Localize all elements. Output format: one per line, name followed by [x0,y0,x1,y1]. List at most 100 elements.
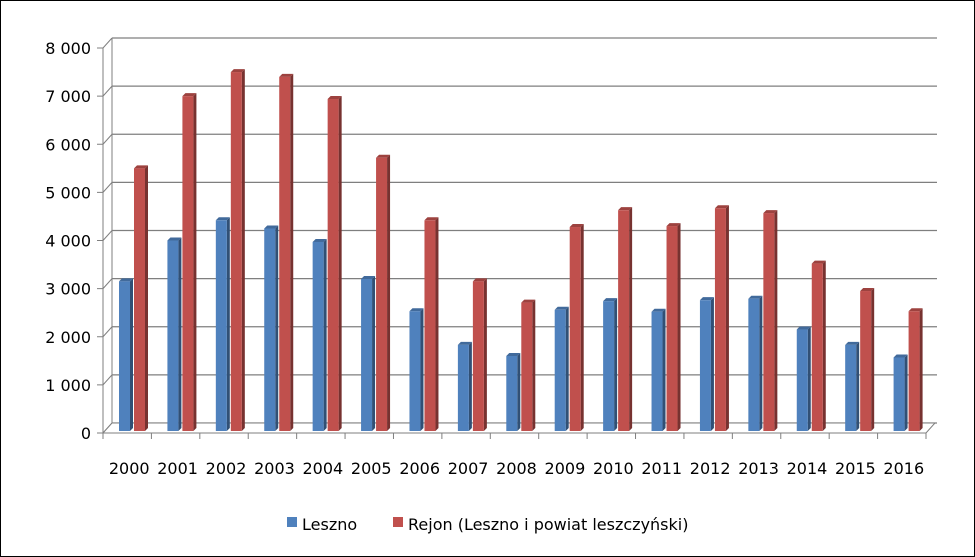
bar-top [651,308,666,312]
bar-front [651,311,663,431]
bar-leszno-2010 [603,298,618,431]
legend-swatch [287,517,297,527]
bar-leszno-2014 [796,326,811,431]
legend-label: Rejon (Leszno i powiat leszczyński) [408,515,688,534]
x-tick-label: 2016 [883,459,924,478]
y-axis-tick-labels: 0 1 000 2 000 3 000 4 000 5 000 6 000 7 000 8 00… [45,39,91,443]
bar-side [420,308,424,431]
bar-leszno-2001 [167,237,182,431]
bar-side [532,299,536,431]
gridline-depth [102,133,113,145]
bar-side [856,341,860,431]
bar-leszno-2000 [119,278,133,431]
bar-top [666,223,681,227]
legend: Leszno Rejon (Leszno i powiat leszczyński… [287,515,688,534]
bar-top [279,73,294,77]
bar-front [569,227,581,431]
bar-leszno-2011 [651,308,666,431]
bar-top [215,217,230,221]
bar-side [226,217,230,431]
bar-side [372,276,376,431]
bar-top [182,93,197,97]
legend-swatch [393,517,403,527]
bar-side [387,154,391,431]
x-tick-label: 2002 [206,459,247,478]
bar-front [215,220,227,431]
bar-front [796,329,808,431]
bar-side [614,298,618,431]
bar-top [264,225,279,229]
bar-top [618,207,633,211]
x-tick-label: 2015 [835,459,876,478]
bar-front [666,226,678,431]
bar-top [119,278,133,282]
x-tick-label: 2007 [448,459,489,478]
bar-front [618,210,630,431]
x-tick-label: 2005 [351,459,392,478]
bar-top [167,237,182,241]
bar-side [565,306,569,431]
bar-leszno-2015 [845,341,860,431]
bar-side [822,260,826,431]
gridline-depth [102,182,113,193]
bar-top [714,205,729,209]
bar-side [629,207,633,431]
bar-side [178,237,182,431]
bar-leszno-2003 [264,225,279,431]
bar-rejon-2003 [279,73,294,431]
bar-front [521,302,533,431]
x-tick-label: 2003 [254,459,295,478]
bar-rejon-2007 [472,278,487,431]
legend-label: Leszno [302,515,357,534]
bar-side [241,69,245,431]
x-tick-label: 2013 [738,459,779,478]
bar-side [759,295,763,431]
bar-side [435,217,439,431]
x-tick-label: 2001 [157,459,198,478]
bars [119,69,923,431]
bar-rejon-2002 [230,69,245,431]
bar-rejon-2009 [569,224,584,431]
y-tick-label: 4 000 [45,232,91,251]
bar-side [774,210,778,431]
y-tick-label: 7 000 [45,87,91,106]
bar-rejon-2006 [424,217,439,431]
bar-top [554,306,569,310]
bar-front [376,157,388,431]
x-tick-label: 2000 [109,459,150,478]
bar-top [521,299,536,303]
bar-top [893,354,908,358]
bar-front [893,357,905,431]
bar-side [130,278,133,431]
y-tick-label: 5 000 [45,183,91,202]
bar-front [327,99,339,431]
bar-top [699,297,714,301]
bar-front [424,220,436,431]
bar-top [603,298,618,302]
x-tick-label: 2014 [787,459,828,478]
bar-top [327,96,342,100]
bar-top [506,353,521,356]
bar-leszno-2008 [506,353,521,431]
bar-front [264,228,276,431]
bar-front [409,311,421,431]
bar-side [145,165,148,431]
x-tick-label: 2012 [690,459,731,478]
y-tick-label: 1 000 [45,376,91,395]
legend-item-leszno: Leszno [287,515,357,534]
bar-side [871,288,875,431]
legend-item-rejon: Rejon (Leszno i powiat leszczyński) [393,515,688,534]
bar-front [748,298,760,431]
gridline-depth [102,326,113,338]
x-tick-label: 2011 [641,459,682,478]
bar-front [457,344,469,431]
bar-side [290,73,294,431]
bar-rejon-2000 [134,165,148,431]
bar-top [312,238,327,242]
bar-rejon-2013 [763,210,778,431]
bar-front [361,279,373,431]
gridline-depth [102,85,113,97]
bar-side [338,96,342,431]
gridline-depth [102,278,113,289]
